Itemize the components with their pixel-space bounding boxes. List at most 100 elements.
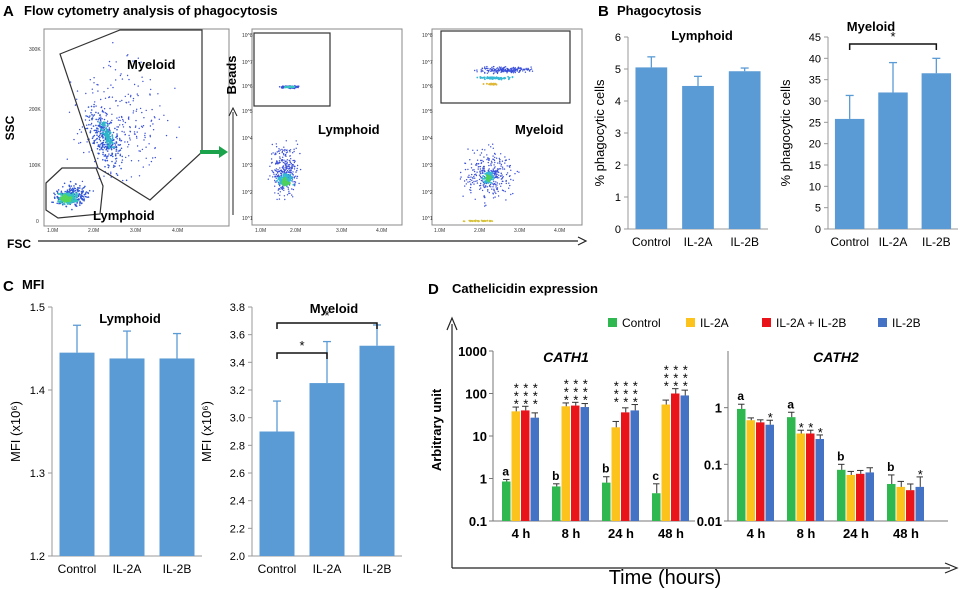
x-tick-label: IL-2A xyxy=(313,562,342,576)
cytometry-dot xyxy=(495,170,497,173)
cytometry-dot xyxy=(500,165,502,167)
cytometry-dot xyxy=(488,77,491,80)
y-axis-label: MFI (x10⁶) xyxy=(199,401,214,462)
cytometry-dot xyxy=(503,66,506,69)
cytometry-dot xyxy=(104,154,107,156)
cytometry-dot xyxy=(108,60,111,63)
cytometry-dot xyxy=(63,197,67,201)
cytometry-dot xyxy=(92,125,95,127)
cytometry-dot xyxy=(488,185,491,187)
cytometry-dot xyxy=(149,134,151,137)
scatter-plot-1-frame xyxy=(43,28,230,227)
significance-star: * xyxy=(523,380,528,395)
cytometry-dot xyxy=(79,201,81,204)
cytometry-dot xyxy=(57,189,60,191)
cytometry-dot xyxy=(279,188,281,190)
bar xyxy=(511,411,520,521)
cytometry-dot xyxy=(119,119,121,122)
cytometry-dot xyxy=(69,81,72,83)
cytometry-dot xyxy=(479,168,482,170)
cytometry-dot xyxy=(96,141,98,144)
bar xyxy=(602,482,611,521)
cytometry-dot xyxy=(495,68,498,70)
cytometry-dot xyxy=(80,192,83,195)
cytometry-dot xyxy=(152,129,155,131)
cytometry-dot xyxy=(493,188,495,190)
cytometry-dot xyxy=(107,166,110,169)
y-tick-label: 0.1 xyxy=(704,457,722,472)
cytometry-dot xyxy=(494,77,496,79)
cytometry-dot xyxy=(510,67,512,70)
cytometry-dot xyxy=(74,198,77,201)
cytometry-dot xyxy=(275,173,278,176)
cytometry-dot xyxy=(117,105,119,107)
cytometry-dot xyxy=(493,189,495,192)
cytometry-dot xyxy=(498,183,501,185)
cytometry-dot xyxy=(489,220,492,223)
cytometry-dot xyxy=(493,180,495,183)
cytometry-dot xyxy=(465,179,468,181)
cytometry-dot xyxy=(471,179,473,181)
cytometry-dot xyxy=(293,148,295,150)
cytometry-dot xyxy=(476,171,478,173)
cytometry-dot xyxy=(486,171,488,174)
cytometry-dot xyxy=(506,70,509,73)
tick: 2.0M xyxy=(290,228,301,234)
cytometry-dot xyxy=(274,185,276,187)
cytometry-dot xyxy=(527,68,529,70)
cytometry-dot xyxy=(101,144,104,147)
cytometry-dot xyxy=(479,184,482,187)
cytometry-dot xyxy=(119,154,122,157)
significance-star: * xyxy=(633,387,638,402)
cytometry-dot xyxy=(469,186,472,189)
cytometry-dot xyxy=(286,159,289,161)
fsc-ticks-2: 1.0M 2.0M 3.0M 4.0M xyxy=(255,228,387,234)
cytometry-dot xyxy=(279,169,281,172)
legend-label: IL-2A xyxy=(700,316,729,330)
cytometry-dot xyxy=(75,195,78,198)
cytometry-dot xyxy=(509,166,511,168)
cytometry-dot xyxy=(279,194,281,196)
tick: 10^2 xyxy=(242,190,253,196)
cytometry-dot xyxy=(96,83,98,86)
cytometry-dot xyxy=(71,193,75,196)
cytometry-dot xyxy=(491,68,493,70)
cytometry-dot xyxy=(80,195,82,198)
cytometry-dot xyxy=(287,178,290,181)
y-tick-label: 3.6 xyxy=(230,330,245,342)
bar xyxy=(552,486,561,521)
cytometry-dot xyxy=(149,93,151,95)
fsc-ticks-1: 1.0M 2.0M 3.0M 4.0M xyxy=(47,228,183,234)
cytometry-dot xyxy=(125,156,127,159)
cytometry-dot xyxy=(283,154,285,156)
bar xyxy=(580,407,589,521)
cytometry-dot xyxy=(141,111,143,114)
cytometry-dot xyxy=(293,161,296,164)
cytometry-dot xyxy=(501,166,504,168)
cytometry-dot xyxy=(494,196,496,198)
y-tick-label: 1 xyxy=(715,401,722,416)
cytometry-dot xyxy=(501,174,503,176)
x-tick-label: 48 h xyxy=(893,526,919,541)
cytometry-dot xyxy=(484,186,487,188)
cytometry-dot xyxy=(106,157,108,159)
cytometry-dot xyxy=(60,190,63,193)
cytometry-dot xyxy=(109,65,112,68)
cytometry-dot xyxy=(488,168,490,170)
cytometry-dot xyxy=(103,146,106,149)
cytometry-dot xyxy=(290,168,292,170)
cytometry-dot xyxy=(273,173,275,175)
cytometry-dot xyxy=(277,181,280,183)
y-tick-label: 0.01 xyxy=(697,514,722,529)
significance-star: * xyxy=(533,388,538,403)
cytometry-dot xyxy=(480,152,483,154)
significance-star: * xyxy=(673,371,678,386)
cytometry-dot xyxy=(105,138,108,141)
cytometry-dot xyxy=(480,179,483,182)
y-tick-label: 15 xyxy=(809,160,821,172)
cytometry-dot xyxy=(112,42,114,44)
cytometry-dot xyxy=(286,174,289,176)
cytometry-dot xyxy=(100,129,102,132)
cytometry-dot xyxy=(95,131,98,133)
cytometry-dot xyxy=(291,173,293,175)
